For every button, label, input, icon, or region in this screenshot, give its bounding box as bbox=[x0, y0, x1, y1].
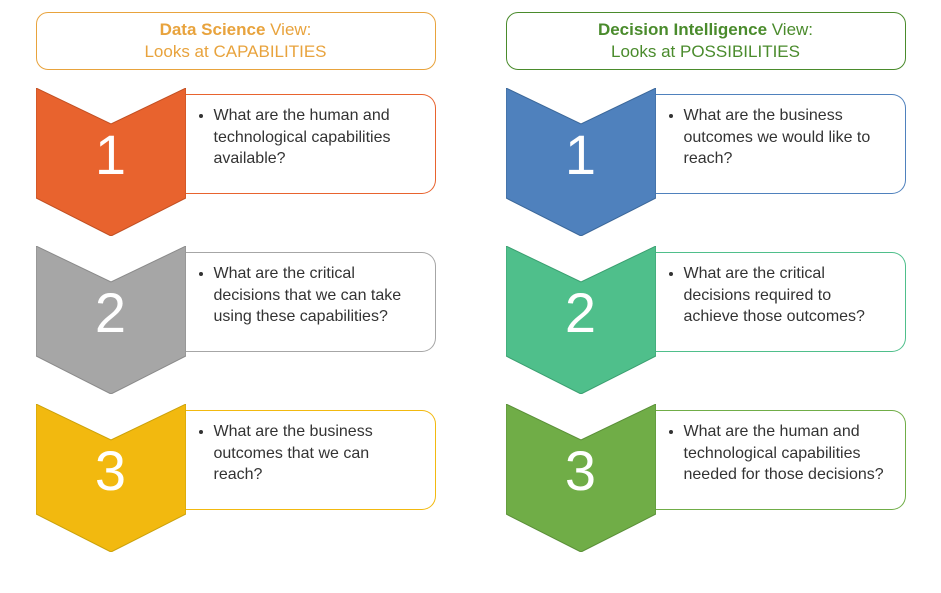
left-header: Data Science View:Looks at CAPABILITIES bbox=[36, 12, 436, 70]
step: 1 What are the human and technological ca… bbox=[36, 88, 436, 236]
step: 3 What are the business outcomes that we … bbox=[36, 404, 436, 552]
step-text: What are the business outcomes that we c… bbox=[186, 410, 436, 510]
chevron: 2 bbox=[36, 246, 186, 394]
step-bullet: What are the critical decisions that we … bbox=[214, 263, 421, 328]
right-header: Decision Intelligence View:Looks at POSS… bbox=[506, 12, 906, 70]
step-bullet: What are the business outcomes that we c… bbox=[214, 421, 421, 486]
chevron-number: 1 bbox=[506, 88, 656, 208]
chevron-number: 2 bbox=[36, 246, 186, 366]
step-bullet: What are the critical decisions required… bbox=[684, 263, 891, 328]
step-bullet: What are the business outcomes we would … bbox=[684, 105, 891, 170]
step-text: What are the critical decisions that we … bbox=[186, 252, 436, 352]
chevron: 3 bbox=[36, 404, 186, 552]
step: 2 What are the critical decisions that we… bbox=[36, 246, 436, 394]
step-text: What are the critical decisions required… bbox=[656, 252, 906, 352]
step: 2 What are the critical decisions require… bbox=[506, 246, 906, 394]
chevron: 1 bbox=[506, 88, 656, 236]
chevron-number: 3 bbox=[506, 404, 656, 524]
right-steps: 1 What are the business outcomes we would… bbox=[506, 88, 906, 552]
right-column: Decision Intelligence View:Looks at POSS… bbox=[506, 12, 906, 562]
left-column: Data Science View:Looks at CAPABILITIES … bbox=[36, 12, 436, 562]
chevron-number: 3 bbox=[36, 404, 186, 524]
step-text: What are the human and technological cap… bbox=[656, 410, 906, 510]
left-steps: 1 What are the human and technological ca… bbox=[36, 88, 436, 552]
chevron: 1 bbox=[36, 88, 186, 236]
chevron-number: 1 bbox=[36, 88, 186, 208]
chevron: 3 bbox=[506, 404, 656, 552]
columns-container: Data Science View:Looks at CAPABILITIES … bbox=[20, 12, 921, 562]
step: 3 What are the human and technological ca… bbox=[506, 404, 906, 552]
step-bullet: What are the human and technological cap… bbox=[684, 421, 891, 486]
step: 1 What are the business outcomes we would… bbox=[506, 88, 906, 236]
step-text: What are the human and technological cap… bbox=[186, 94, 436, 194]
step-text: What are the business outcomes we would … bbox=[656, 94, 906, 194]
chevron-number: 2 bbox=[506, 246, 656, 366]
chevron: 2 bbox=[506, 246, 656, 394]
step-bullet: What are the human and technological cap… bbox=[214, 105, 421, 170]
